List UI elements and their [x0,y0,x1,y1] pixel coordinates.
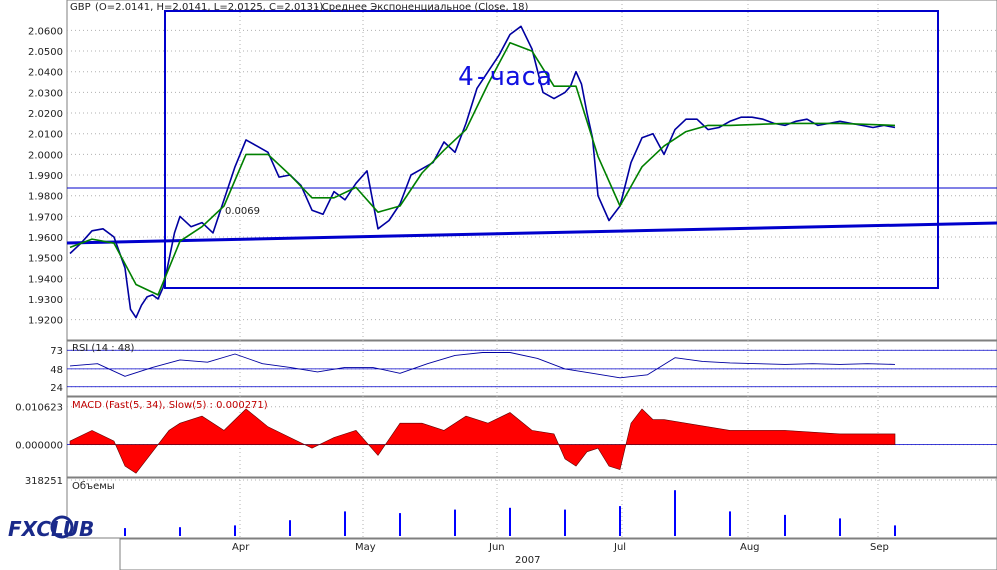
annotation-box [164,10,939,289]
macd-area [69,408,896,474]
tick-label: 1.9400 [28,274,63,285]
tick-label: 2.0500 [28,47,63,58]
month-label: May [355,542,376,553]
price-plot [69,25,896,319]
tick-label: 2.0200 [28,109,63,120]
tick-label: 2.0400 [28,68,63,79]
macd-plot [69,408,896,474]
volume-bar [399,513,401,536]
trend-line [66,221,997,245]
volume-bar [289,520,291,536]
month-label: Apr [232,542,250,553]
volume-bar [509,507,511,536]
tick-label: 48 [50,365,63,376]
volume-bar [124,528,126,536]
tick-label: 1.9600 [28,233,63,244]
tick-label: 2.0600 [28,26,63,37]
price-symbol: GBP [70,2,91,13]
month-label: Jul [613,542,626,553]
tick-label: 2.0000 [28,150,63,161]
fxclub-logo: FXCLUB [8,515,94,541]
tick-label: 2.0100 [28,130,63,141]
tick-label: 1.9200 [28,316,63,327]
tick-label: 1.9300 [28,295,63,306]
volume-bar [234,525,236,536]
tick-label: 1.9500 [28,254,63,265]
month-label: Jun [488,542,505,553]
price-axis: 2.0600 2.0500 2.0400 2.0300 2.0200 2.0100 2.00… [28,26,63,326]
volume-bar [454,509,456,536]
tick-label: 0.010623 [15,403,63,414]
volume-bar [894,525,896,536]
tick-label: 24 [50,383,63,394]
tick-label: 1.9900 [28,171,63,182]
volume-plot [69,490,896,536]
tick-label: 0.000000 [15,441,63,452]
month-label: Aug [740,542,760,553]
macd-axis: 0.010623 0.000000 [15,403,63,452]
volume-bar [839,518,841,536]
ema-line [69,41,896,296]
rsi-plot [69,352,896,379]
volume-bar [564,509,566,536]
tick-label: 73 [50,346,63,357]
price-line [69,25,896,319]
tick-label: 318251 [25,476,63,487]
tick-label: 1.9800 [28,192,63,203]
volume-bar [344,511,346,536]
volume-title: Объемы [72,481,115,492]
tick-label: 1.9700 [28,212,63,223]
volume-axis: 318251 [25,476,63,487]
rsi-title: RSI (14 : 48) [72,343,135,354]
price-pane [66,0,997,341]
volume-bar [784,514,786,536]
price-ohlc: (O=2.0141, H=2.0141, L=2.0125, C=2.0131) [95,2,323,13]
macd-title: MACD (Fast(5, 34), Slow(5) : 0.000271) [72,400,268,411]
volume-bar [674,490,676,536]
grid-lines [67,0,997,538]
tick-label: 2.0300 [28,88,63,99]
month-label: Sep [870,542,889,553]
volume-bar [619,506,621,536]
rsi-axis: 73 48 24 [50,346,63,394]
volume-bar [179,527,181,536]
year-label: 2007 [515,555,540,566]
time-axis [119,538,997,570]
volume-pane [66,477,997,539]
rsi-line [69,352,896,379]
month-labels: Apr May Jun Jul Aug Sep [232,542,889,553]
volume-bar [729,511,731,536]
timeframe-annotation: 4-часа [458,62,552,92]
small-value-label: 0.0069 [225,206,260,217]
logo-text: FXCLUB [8,517,94,541]
ema-label: - Среднее Экспоненциальное (Close, 18) [315,2,529,13]
